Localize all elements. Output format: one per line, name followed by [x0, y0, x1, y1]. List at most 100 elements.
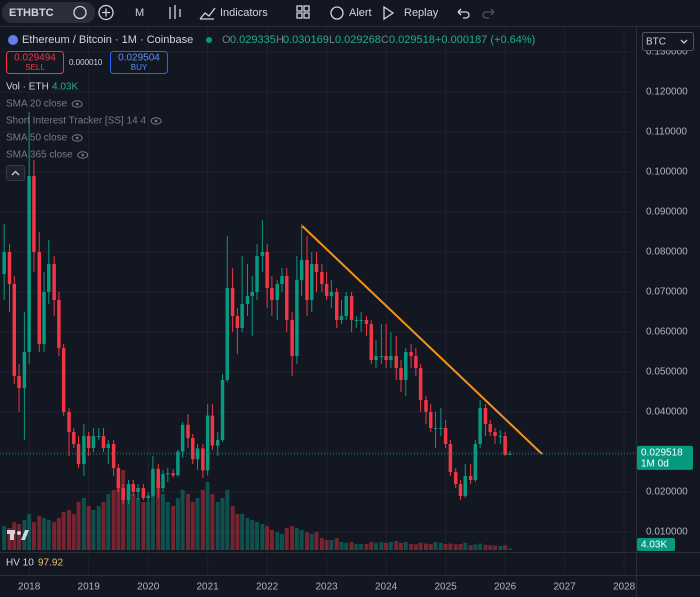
volume-bar — [42, 518, 47, 550]
volume-bar — [433, 542, 438, 550]
volume-bar — [503, 545, 508, 550]
volume-bar — [384, 542, 389, 550]
symbol[interactable]: ETHBTC — [9, 7, 54, 19]
volume-bar — [349, 542, 354, 550]
volume-bar — [180, 490, 185, 550]
candle-body — [364, 320, 369, 324]
symbol-logo — [8, 35, 18, 45]
volume-bar — [71, 514, 76, 550]
x-tick-label: 2022 — [256, 582, 279, 593]
candle-body — [47, 264, 51, 292]
volume-bar — [171, 506, 176, 550]
candle-body — [384, 356, 388, 360]
alert-icon[interactable] — [330, 6, 344, 20]
volume-bar — [131, 494, 136, 550]
replay-icon[interactable] — [383, 5, 395, 21]
sell-label[interactable]: SELL — [25, 63, 45, 72]
candle-body — [404, 352, 408, 380]
currency[interactable]: BTC — [646, 37, 666, 48]
candle-body — [443, 428, 448, 444]
buy-price[interactable]: 0.029504 — [118, 53, 160, 64]
indicator-name: SMA 20 close — [6, 99, 68, 110]
volume-bar — [324, 540, 329, 550]
x-tick-label: 2028 — [613, 582, 636, 593]
volume-bar — [37, 516, 42, 550]
candle-body — [458, 484, 463, 496]
volume-bar — [111, 490, 116, 550]
x-tick-label: 2018 — [18, 582, 41, 593]
candle-body — [433, 428, 438, 429]
symbol-menu-icon[interactable] — [73, 5, 87, 20]
collapse-button[interactable] — [6, 165, 25, 181]
plus-icon — [102, 8, 110, 17]
volume-bar — [339, 542, 344, 550]
compare-button[interactable] — [98, 4, 114, 21]
visibility-toggle[interactable] — [77, 151, 89, 159]
y-tick-label: 0.130000 — [646, 47, 688, 58]
volume-bar — [463, 542, 468, 550]
visibility-toggle[interactable] — [71, 100, 83, 108]
candle-body — [320, 272, 324, 284]
volume-bar — [17, 524, 22, 550]
candle-body — [250, 292, 254, 296]
candle-body — [27, 176, 31, 352]
replay-button[interactable]: Replay — [404, 7, 439, 19]
volume-bar — [2, 526, 7, 550]
indicator-name: Short Interest Tracker [SS] 14 4 — [6, 116, 147, 127]
alert-button[interactable]: Alert — [349, 7, 372, 19]
candle-body — [245, 296, 250, 304]
currency-select[interactable] — [642, 32, 694, 51]
redo-button[interactable] — [482, 8, 495, 19]
volume-bar — [305, 532, 309, 550]
layout-icon — [303, 5, 310, 12]
volume-bar — [354, 544, 359, 550]
volume-legend-name: Vol · ETH — [6, 82, 49, 93]
layout-icon[interactable] — [296, 5, 303, 12]
visibility-toggle[interactable] — [150, 117, 162, 125]
candle-body — [483, 408, 488, 424]
chart-type-button[interactable] — [169, 5, 181, 19]
candle-body — [409, 352, 413, 356]
candle-body — [270, 288, 274, 300]
high-value: 0.030169 — [283, 34, 329, 46]
candle-body — [493, 432, 497, 436]
volume-bar — [359, 544, 364, 550]
volume-bar — [46, 520, 51, 550]
volume-bar — [369, 542, 374, 550]
candle-body — [166, 473, 170, 475]
symbol-pill[interactable] — [2, 2, 95, 23]
volume-bar — [96, 506, 101, 550]
candle-body — [220, 380, 225, 440]
buy-label[interactable]: BUY — [131, 63, 148, 72]
indicators-button[interactable]: Indicators — [220, 7, 268, 19]
candle-body — [255, 256, 259, 292]
volume-bar — [245, 518, 250, 550]
volume-bar — [478, 543, 483, 550]
candle-body — [240, 304, 244, 328]
volume-bar — [438, 542, 443, 550]
candle-body — [2, 252, 6, 274]
sell-price[interactable]: 0.029494 — [14, 53, 56, 64]
candle-body — [72, 432, 76, 444]
candle-body — [111, 444, 116, 468]
indicators-icon[interactable] — [199, 7, 216, 20]
volume-bar — [468, 545, 473, 550]
volume-bar — [150, 474, 155, 550]
x-tick-label: 2023 — [316, 582, 339, 593]
candle-body — [116, 468, 121, 488]
undo-button[interactable] — [457, 8, 470, 19]
y-tick-label: 0.080000 — [646, 247, 688, 258]
volume-bar — [507, 548, 512, 550]
eye-icon — [150, 117, 162, 125]
interval[interactable]: M — [135, 7, 144, 19]
candle-body — [42, 292, 46, 344]
volume-bar — [156, 482, 161, 550]
last-price-badge — [637, 445, 693, 470]
volume-bar — [27, 514, 32, 550]
sell-button[interactable] — [6, 51, 64, 74]
low-value: 0.029268 — [335, 34, 381, 46]
buy-button[interactable] — [110, 51, 168, 74]
candle-body — [285, 276, 289, 320]
volume-bar — [101, 502, 106, 550]
visibility-toggle[interactable] — [71, 134, 83, 142]
